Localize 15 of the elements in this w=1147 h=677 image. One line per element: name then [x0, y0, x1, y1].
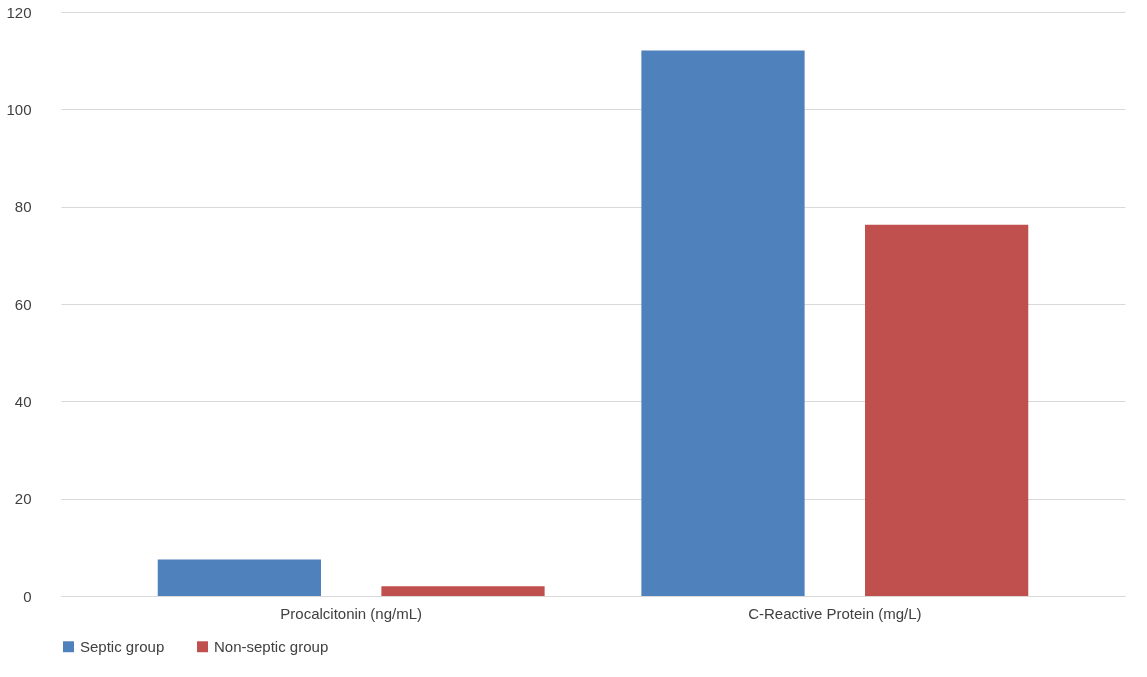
x-tick-label: Procalcitonin (ng/mL) [280, 604, 423, 622]
y-tick-label: 20 [14, 490, 32, 508]
bar [381, 586, 545, 596]
y-tick-label: 120 [6, 3, 32, 21]
bar [641, 50, 805, 596]
x-tick-label: C-Reactive Protein (mg/L) [748, 604, 922, 622]
bar [865, 224, 1029, 596]
legend-label: Septic group [80, 637, 165, 655]
bar [157, 559, 321, 596]
y-tick-label: 100 [6, 100, 32, 118]
y-tick-label: 60 [14, 295, 32, 313]
y-tick-label: 80 [14, 198, 32, 216]
y-tick-label: 0 [23, 587, 32, 605]
legend-label: Non-septic group [214, 637, 329, 655]
y-tick-label: 40 [14, 392, 32, 410]
